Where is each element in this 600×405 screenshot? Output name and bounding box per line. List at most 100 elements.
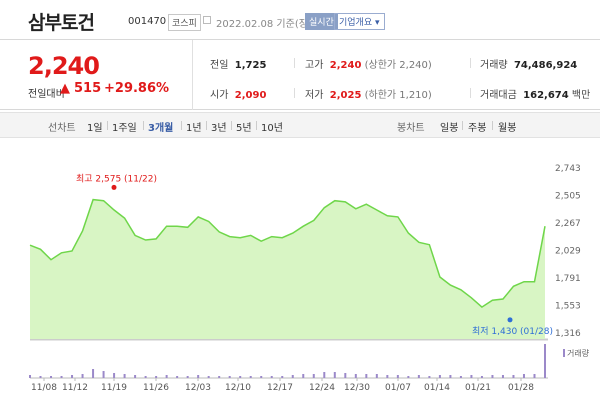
volume-bar bbox=[491, 375, 494, 378]
volume-bar bbox=[134, 375, 137, 378]
volume-bar bbox=[260, 376, 263, 378]
period-10y[interactable]: 10년 bbox=[261, 123, 283, 134]
period-5y[interactable]: 5년 bbox=[236, 123, 252, 134]
volume-bar bbox=[365, 374, 368, 378]
volume-bar bbox=[39, 376, 42, 378]
x-tick-label: 01/28 bbox=[508, 383, 534, 393]
price-line bbox=[29, 198, 546, 309]
x-tick-label: 12/24 bbox=[309, 383, 335, 393]
y-tick-label: 1,791 bbox=[555, 274, 581, 284]
divider bbox=[192, 40, 193, 110]
x-tick-label: 01/07 bbox=[385, 383, 411, 393]
stat-low: 저가 2,025 (하한가 1,210) bbox=[305, 90, 432, 101]
divider bbox=[181, 121, 182, 130]
realtime-button[interactable]: 실시간 bbox=[305, 13, 338, 30]
period-1w[interactable]: 1주일 bbox=[112, 123, 137, 134]
period-3y[interactable]: 3년 bbox=[211, 123, 227, 134]
candle-monthly[interactable]: 월봉 bbox=[498, 123, 517, 134]
x-tick-label: 01/14 bbox=[424, 383, 450, 393]
chevron-down-icon: ▾ bbox=[375, 18, 380, 28]
volume-bar bbox=[228, 376, 231, 378]
volume-bar bbox=[428, 376, 431, 378]
volume-bar bbox=[344, 373, 347, 378]
volume-bar bbox=[249, 376, 252, 378]
volume-bar bbox=[165, 375, 168, 378]
divider bbox=[206, 121, 207, 130]
x-tick-label: 11/12 bbox=[62, 383, 88, 393]
volume-bar bbox=[438, 375, 441, 378]
volume-bar bbox=[375, 374, 378, 378]
stat-high: 고가 2,240 (상한가 2,240) bbox=[305, 60, 432, 71]
volume-bar bbox=[113, 373, 116, 378]
volume-bar bbox=[270, 376, 273, 378]
volume-bar bbox=[60, 376, 63, 378]
low-marker bbox=[507, 317, 513, 323]
candle-chart-label: 봉차트 bbox=[397, 123, 425, 134]
period-1y[interactable]: 1년 bbox=[186, 123, 202, 134]
stat-open: 시가 2,090 bbox=[210, 90, 267, 101]
y-tick-label: 1,316 bbox=[555, 329, 581, 339]
volume-bar bbox=[197, 375, 200, 378]
volume-bar bbox=[144, 376, 147, 378]
stock-code: 001470 bbox=[128, 16, 167, 27]
up-arrow-icon: ▲ bbox=[60, 81, 70, 96]
candle-weekly[interactable]: 주봉 bbox=[468, 123, 487, 134]
period-3m[interactable]: 3개월 bbox=[148, 123, 174, 134]
x-tick-label: 12/10 bbox=[225, 383, 251, 393]
volume-bar bbox=[81, 374, 84, 378]
stat-amount: 거래대금 162,674 백만 bbox=[480, 90, 591, 101]
divider bbox=[143, 121, 144, 130]
divider bbox=[470, 88, 471, 98]
divider bbox=[256, 121, 257, 130]
volume-bar bbox=[480, 376, 483, 378]
stock-name: 삼부토건 bbox=[28, 12, 95, 34]
y-tick-label: 2,029 bbox=[555, 247, 581, 257]
stock-header bbox=[0, 0, 600, 40]
volume-bar bbox=[323, 372, 326, 378]
x-tick-label: 12/30 bbox=[344, 383, 370, 393]
volume-bar bbox=[396, 375, 399, 378]
x-tick-label: 01/21 bbox=[465, 383, 491, 393]
x-tick-label: 11/19 bbox=[101, 383, 127, 393]
y-tick-label: 2,743 bbox=[555, 164, 581, 174]
high-marker bbox=[111, 184, 117, 190]
volume-bar bbox=[71, 375, 74, 378]
volume-bar bbox=[354, 374, 357, 378]
volume-bar bbox=[155, 376, 158, 378]
volume-bar bbox=[186, 376, 189, 378]
company-info-button[interactable]: 기업개요 ▾ bbox=[334, 13, 385, 30]
volume-label: 거래량 bbox=[567, 348, 590, 358]
calendar-icon bbox=[203, 16, 211, 24]
volume-bar bbox=[312, 374, 315, 378]
volume-bar bbox=[281, 376, 284, 378]
volume-bar bbox=[459, 376, 462, 378]
volume-bar bbox=[218, 376, 221, 378]
stat-volume: 거래량 74,486,924 bbox=[480, 60, 578, 71]
volume-legend-swatch bbox=[563, 349, 565, 357]
volume-bar bbox=[522, 374, 525, 378]
divider bbox=[107, 121, 108, 130]
volume-bar bbox=[102, 371, 105, 378]
candle-daily[interactable]: 일봉 bbox=[440, 123, 459, 134]
high-label: 최고 2,575 (11/22) bbox=[76, 173, 157, 184]
date-text: 2022.02.08 기준(장마감) bbox=[216, 19, 331, 30]
change-percent: +29.86% bbox=[104, 81, 170, 96]
stat-prev-close: 전일 1,725 bbox=[210, 60, 267, 71]
volume-bar bbox=[29, 375, 31, 378]
divider bbox=[294, 88, 295, 98]
volume-bar bbox=[544, 344, 546, 378]
price-area bbox=[30, 199, 545, 339]
volume-bar bbox=[501, 375, 504, 378]
x-tick-label: 12/17 bbox=[267, 383, 293, 393]
chart-toolbar bbox=[0, 112, 600, 138]
volume-bar bbox=[449, 375, 452, 378]
company-info-label: 기업개요 bbox=[339, 18, 373, 28]
period-1d[interactable]: 1일 bbox=[87, 123, 103, 134]
volume-bar bbox=[239, 376, 242, 378]
volume-bar bbox=[470, 375, 473, 378]
volume-bar bbox=[407, 376, 410, 378]
volume-bar bbox=[207, 376, 210, 378]
volume-bar bbox=[50, 376, 53, 378]
market-badge: 코스피 bbox=[168, 14, 201, 31]
